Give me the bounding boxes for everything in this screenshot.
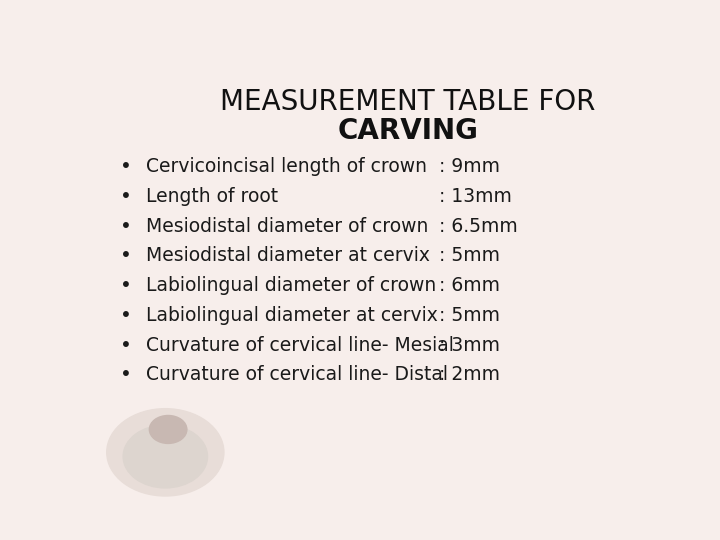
Text: : 5mm: : 5mm — [438, 306, 500, 325]
Circle shape — [107, 409, 224, 496]
Text: •: • — [120, 276, 132, 295]
Text: Mesiodistal diameter at cervix: Mesiodistal diameter at cervix — [145, 246, 430, 265]
Text: : 3mm: : 3mm — [438, 335, 500, 355]
Text: Labiolingual diameter at cervix: Labiolingual diameter at cervix — [145, 306, 438, 325]
Text: Labiolingual diameter of crown: Labiolingual diameter of crown — [145, 276, 436, 295]
Text: : 5mm: : 5mm — [438, 246, 500, 265]
Text: : 6.5mm: : 6.5mm — [438, 217, 518, 235]
Circle shape — [149, 415, 187, 443]
Text: •: • — [120, 157, 132, 176]
Text: CARVING: CARVING — [338, 117, 479, 145]
Text: •: • — [120, 306, 132, 325]
Text: •: • — [120, 187, 132, 206]
Text: : 6mm: : 6mm — [438, 276, 500, 295]
Text: Mesiodistal diameter of crown: Mesiodistal diameter of crown — [145, 217, 428, 235]
Text: Curvature of cervical line- Distal: Curvature of cervical line- Distal — [145, 365, 448, 384]
Text: Cervicoincisal length of crown: Cervicoincisal length of crown — [145, 157, 427, 176]
Text: : 9mm: : 9mm — [438, 157, 500, 176]
Text: Length of root: Length of root — [145, 187, 278, 206]
Text: MEASUREMENT TABLE FOR: MEASUREMENT TABLE FOR — [220, 87, 595, 116]
Text: : 13mm: : 13mm — [438, 187, 512, 206]
Text: Curvature of cervical line- Mesial: Curvature of cervical line- Mesial — [145, 335, 454, 355]
Circle shape — [123, 425, 207, 488]
Text: •: • — [120, 335, 132, 355]
Text: •: • — [120, 246, 132, 265]
Text: •: • — [120, 217, 132, 235]
Text: : 2mm: : 2mm — [438, 365, 500, 384]
Text: •: • — [120, 365, 132, 384]
